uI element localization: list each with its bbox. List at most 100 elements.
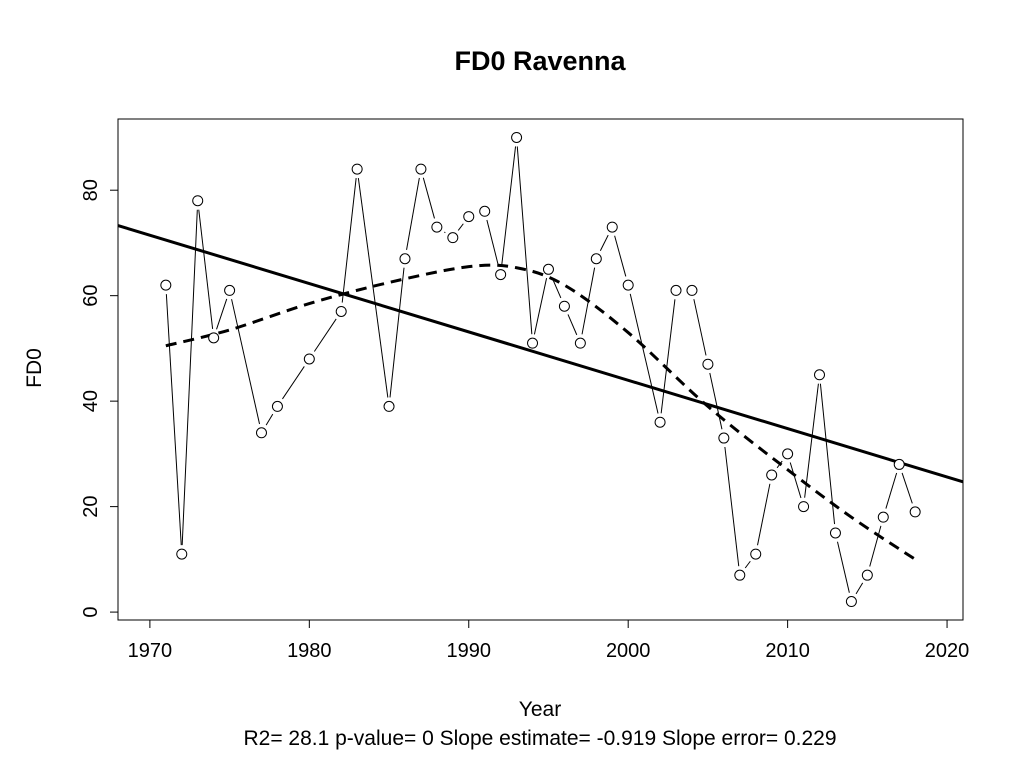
data-point	[798, 501, 810, 513]
connecting-segment	[567, 314, 578, 336]
connecting-segment	[789, 462, 802, 499]
data-point	[686, 284, 698, 296]
x-tick-label: 2010	[765, 640, 810, 662]
connecting-segment	[837, 541, 850, 593]
data-point	[718, 432, 730, 444]
data-point	[224, 284, 236, 296]
connecting-segment	[599, 234, 609, 251]
connecting-segment	[313, 318, 337, 352]
data-point	[463, 211, 475, 223]
connecting-segment	[486, 219, 499, 266]
connecting-segment	[885, 472, 898, 509]
data-point	[782, 448, 794, 460]
x-tick-label: 1990	[447, 640, 492, 662]
connecting-segment	[265, 413, 274, 426]
connecting-segment	[516, 146, 533, 335]
smooth-trend-line	[165, 263, 916, 561]
connecting-segment	[629, 293, 659, 414]
connecting-segment	[757, 483, 771, 546]
data-point	[654, 416, 666, 428]
connecting-segment	[181, 209, 198, 546]
data-point	[479, 205, 491, 217]
connecting-segment	[457, 223, 464, 231]
connecting-segment	[422, 177, 435, 219]
stats-caption: R2= 28.1 p-value= 0 Slope estimate= -0.9…	[243, 727, 836, 750]
plot-frame	[117, 118, 964, 621]
data-point	[606, 221, 618, 233]
connecting-segment	[693, 299, 707, 356]
connecting-segment	[724, 446, 740, 567]
data-point	[574, 337, 586, 349]
data-point	[511, 131, 523, 143]
data-point	[495, 269, 507, 281]
connecting-segment	[231, 299, 261, 425]
data-point	[542, 263, 554, 275]
data-point	[702, 358, 714, 370]
y-axis-label: FD0	[23, 348, 46, 388]
data-point	[351, 163, 363, 175]
data-point	[766, 469, 778, 481]
connecting-segment	[869, 525, 882, 567]
connecting-segment	[165, 294, 182, 546]
data-point	[335, 305, 347, 317]
data-point	[447, 232, 459, 244]
data-point	[734, 569, 746, 581]
y-tick-label: 20	[80, 495, 102, 517]
chart-title: FD0 Ravenna	[454, 46, 626, 76]
connecting-segment	[444, 231, 446, 234]
data-point	[399, 253, 411, 265]
x-tick-label: 1970	[128, 640, 173, 662]
data-point	[415, 163, 427, 175]
connecting-segment	[389, 267, 405, 398]
data-point	[750, 548, 762, 560]
data-point	[814, 369, 826, 381]
connecting-segment	[406, 177, 420, 250]
data-point	[877, 511, 889, 523]
plot-layer: 1970 1980 1990 2000 2010 2020 0 20 40 60 80	[80, 118, 970, 662]
y-tick-label: 40	[80, 390, 102, 412]
data-point	[893, 458, 905, 470]
connecting-segment	[901, 472, 913, 504]
y-tick-label: 80	[80, 179, 102, 201]
linear-trend-line	[118, 224, 963, 484]
connecting-segment	[357, 177, 389, 398]
connecting-segment	[341, 177, 357, 303]
connecting-segment	[282, 366, 305, 400]
connecting-segment	[614, 235, 627, 277]
connecting-segment	[744, 560, 751, 569]
connecting-segment	[533, 277, 548, 335]
connecting-segment	[501, 146, 517, 266]
connecting-segment	[198, 209, 214, 329]
data-point	[622, 279, 634, 291]
data-point	[861, 569, 873, 581]
y-tick-label: 60	[80, 285, 102, 307]
y-tick-label: 0	[80, 607, 102, 618]
connecting-segment	[819, 383, 836, 525]
data-point	[527, 337, 539, 349]
data-point	[208, 332, 220, 344]
data-point	[558, 300, 570, 312]
x-tick-label: 2000	[606, 640, 651, 662]
data-point	[271, 400, 283, 412]
data-point	[845, 596, 857, 608]
data-point	[176, 548, 188, 560]
data-point	[383, 400, 395, 412]
x-tick-label: 2020	[925, 640, 970, 662]
connecting-segment	[216, 298, 228, 330]
data-point	[590, 253, 602, 265]
connecting-segment	[660, 299, 676, 414]
data-point	[192, 195, 204, 207]
data-point	[303, 353, 315, 365]
data-point	[829, 527, 841, 539]
data-point	[255, 427, 267, 439]
data-point	[670, 284, 682, 296]
data-point	[909, 506, 921, 518]
data-point	[160, 279, 172, 291]
connecting-segment	[855, 582, 864, 595]
connecting-segment	[709, 372, 723, 430]
data-point	[431, 221, 443, 233]
connecting-segment	[804, 383, 819, 498]
x-tick-label: 1980	[287, 640, 332, 662]
